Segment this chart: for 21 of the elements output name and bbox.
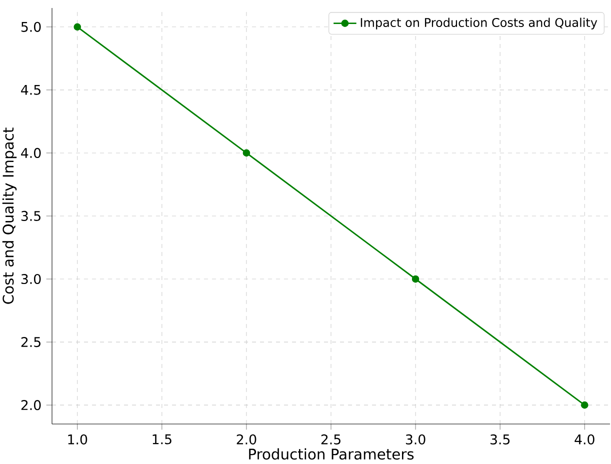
x-tick-label: 1.5 [152, 434, 172, 444]
y-tick-label: 5.0 [21, 22, 41, 32]
x-tick-label: 1.0 [68, 434, 88, 444]
y-tick-label: 4.0 [21, 148, 41, 158]
point [412, 275, 420, 283]
x-tick-label: 4.0 [574, 434, 594, 444]
y-axis-title: Cost and Quality Impact [2, 128, 17, 304]
x-tick-label: 2.5 [321, 434, 340, 444]
point [242, 149, 250, 157]
y-tick-label: 2.5 [21, 336, 40, 348]
legend-label: Impact on Production Costs and Quality [360, 18, 598, 30]
x-tick-label: 3.0 [406, 434, 426, 444]
x-tick-label: 3.5 [490, 434, 510, 444]
x-tick-label: 2.0 [236, 434, 256, 444]
point [74, 23, 82, 31]
y-tick-label: 3.5 [21, 210, 40, 222]
y-tick-label: 2.0 [21, 400, 41, 410]
y-tick-label: 3.0 [21, 274, 41, 284]
point [580, 401, 588, 409]
x-axis-title: Production Parameters [249, 448, 414, 460]
y-tick-label: 4.5 [21, 84, 40, 95]
